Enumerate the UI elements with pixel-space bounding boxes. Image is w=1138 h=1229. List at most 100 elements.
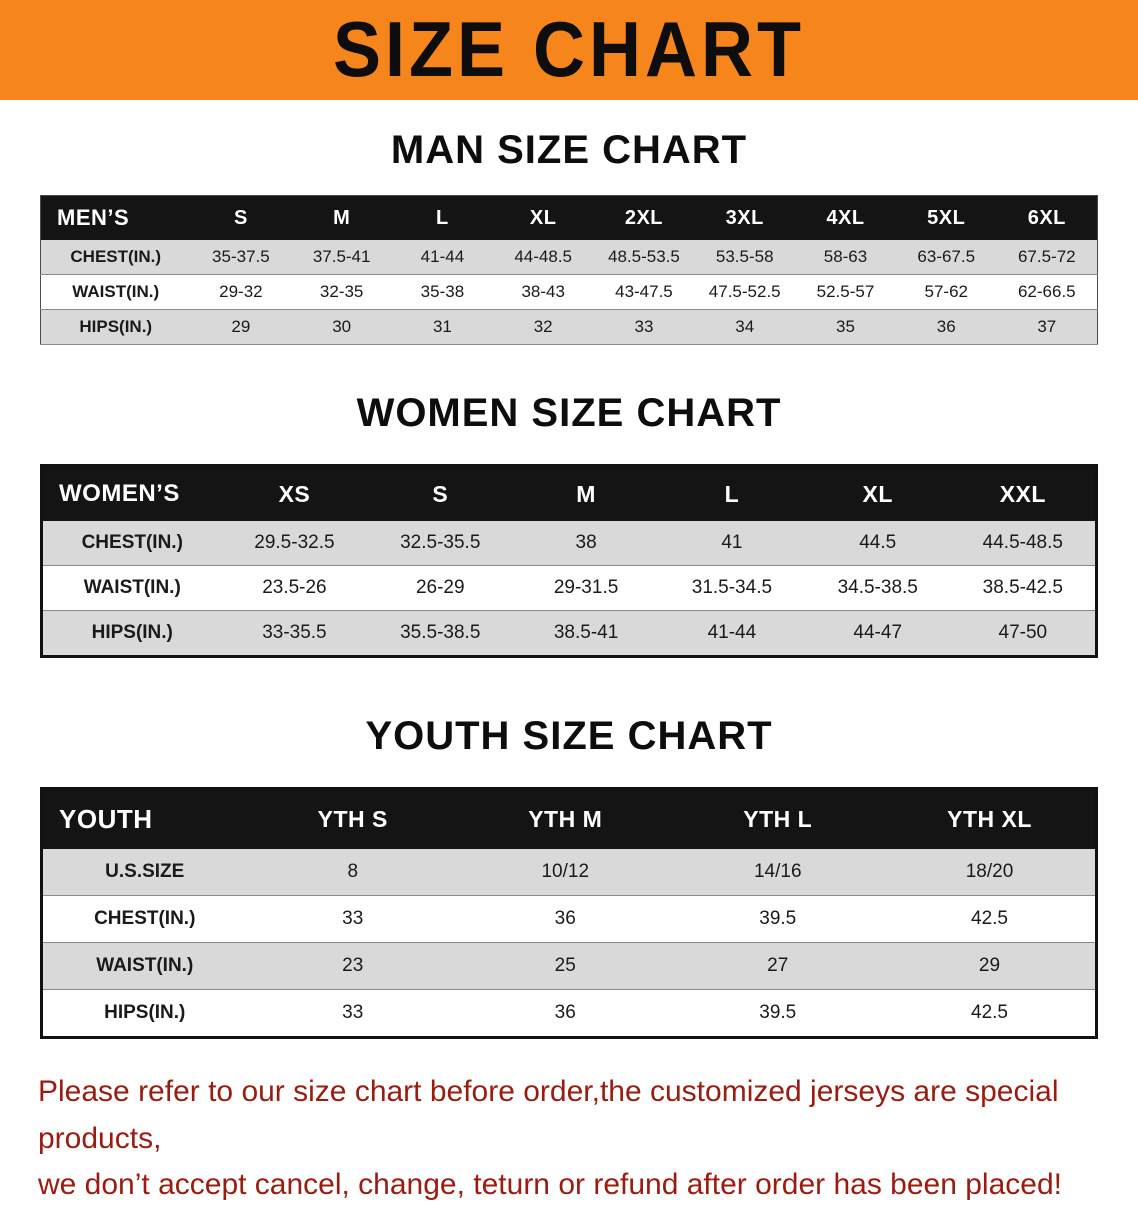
disclaimer-line-2: we don’t accept cancel, change, teturn o… (38, 1168, 1062, 1201)
table-cell: 44.5 (804, 521, 951, 566)
column-header: L (658, 465, 805, 521)
column-header: YTH S (246, 788, 459, 849)
table-cell: 41-44 (392, 240, 493, 275)
table-cell: 44-47 (804, 610, 951, 657)
column-header: 2XL (593, 195, 695, 240)
table-cell: 29 (190, 309, 292, 345)
table-cell: 37.5-41 (291, 240, 393, 275)
table-row: HIPS(IN.) 33-35.5 35.5-38.5 38.5-41 41-4… (41, 610, 1097, 657)
column-header: YTH XL (884, 788, 1097, 849)
table-cell: 35-38 (392, 274, 493, 310)
youth-section-heading: YOUTH SIZE CHART (365, 714, 773, 758)
table-cell: 29-31.5 (513, 565, 659, 611)
women-table-title-cell: WOMEN’S (41, 465, 222, 521)
table-cell: 26-29 (367, 565, 514, 611)
table-row: WAIST(IN.) 29-32 32-35 35-38 38-43 43-47… (40, 274, 1098, 310)
column-header: M (513, 465, 659, 521)
table-cell: 39.5 (671, 895, 884, 943)
table-row: HIPS(IN.) 33 36 39.5 42.5 (41, 989, 1097, 1038)
table-cell: 42.5 (884, 895, 1097, 943)
column-header: 4XL (795, 195, 896, 240)
table-cell: 23.5-26 (221, 565, 368, 611)
youth-header-row: YOUTH YTH S YTH M YTH L YTH XL (41, 788, 1097, 849)
men-size-table: MEN’S S M L XL 2XL 3XL 4XL 5XL 6XL CHEST… (40, 195, 1098, 345)
table-cell: 38.5-42.5 (950, 565, 1097, 611)
table-row: CHEST(IN.) 29.5-32.5 32.5-35.5 38 41 44.… (41, 521, 1097, 566)
column-header: M (291, 195, 393, 240)
disclaimer-text: Please refer to our size chart before or… (38, 1069, 1100, 1209)
table-row: U.S.SIZE 8 10/12 14/16 18/20 (41, 849, 1097, 896)
table-cell: 29-32 (190, 274, 292, 310)
column-header: L (392, 195, 493, 240)
page-title: SIZE CHART (333, 6, 805, 94)
table-cell: 29.5-32.5 (221, 521, 368, 566)
column-header: YTH L (671, 788, 884, 849)
table-cell: 47.5-52.5 (694, 274, 796, 310)
table-row: CHEST(IN.) 33 36 39.5 42.5 (41, 895, 1097, 943)
table-cell: 32 (492, 309, 594, 345)
table-row: CHEST(IN.) 35-37.5 37.5-41 41-44 44-48.5… (40, 240, 1098, 275)
men-table-title-cell: MEN’S (40, 195, 191, 240)
table-cell: 63-67.5 (895, 240, 997, 275)
table-cell: 35 (795, 309, 896, 345)
row-label: CHEST(IN.) (40, 240, 191, 275)
column-header: S (367, 465, 514, 521)
table-cell: 33 (593, 309, 695, 345)
women-header-row: WOMEN’S XS S M L XL XXL (41, 465, 1097, 521)
table-cell: 41-44 (658, 610, 805, 657)
table-cell: 33 (246, 989, 459, 1038)
youth-size-table: YOUTH YTH S YTH M YTH L YTH XL U.S.SIZE … (40, 787, 1098, 1039)
table-cell: 34.5-38.5 (804, 565, 951, 611)
row-label: U.S.SIZE (41, 849, 247, 896)
row-label: WAIST(IN.) (41, 942, 247, 990)
table-cell: 52.5-57 (795, 274, 896, 310)
table-cell: 47-50 (950, 610, 1097, 657)
table-cell: 14/16 (671, 849, 884, 896)
table-cell: 31 (392, 309, 493, 345)
table-cell: 62-66.5 (996, 274, 1098, 310)
table-cell: 58-63 (795, 240, 896, 275)
table-cell: 31.5-34.5 (658, 565, 805, 611)
table-cell: 53.5-58 (694, 240, 796, 275)
row-label: HIPS(IN.) (41, 989, 247, 1038)
women-section-heading: WOMEN SIZE CHART (356, 391, 782, 435)
table-cell: 10/12 (459, 849, 672, 896)
column-header: 5XL (895, 195, 997, 240)
table-cell: 18/20 (884, 849, 1097, 896)
table-cell: 30 (291, 309, 393, 345)
table-cell: 41 (658, 521, 805, 566)
table-cell: 38.5-41 (513, 610, 659, 657)
table-cell: 36 (459, 989, 672, 1038)
table-cell: 23 (246, 942, 459, 990)
table-cell: 43-47.5 (593, 274, 695, 310)
table-row: WAIST(IN.) 23 25 27 29 (41, 942, 1097, 990)
row-label: HIPS(IN.) (41, 610, 222, 657)
table-cell: 33 (246, 895, 459, 943)
table-cell: 36 (459, 895, 672, 943)
column-header: XXL (950, 465, 1097, 521)
column-header: S (190, 195, 292, 240)
table-cell: 32.5-35.5 (367, 521, 514, 566)
row-label: CHEST(IN.) (41, 521, 222, 566)
column-header: 3XL (694, 195, 796, 240)
size-chart-banner: SIZE CHART (0, 0, 1138, 100)
table-cell: 42.5 (884, 989, 1097, 1038)
table-cell: 35-37.5 (190, 240, 292, 275)
women-size-table: WOMEN’S XS S M L XL XXL CHEST(IN.) 29.5-… (40, 464, 1098, 658)
table-cell: 67.5-72 (996, 240, 1098, 275)
table-row: WAIST(IN.) 23.5-26 26-29 29-31.5 31.5-34… (41, 565, 1097, 611)
column-header: XS (221, 465, 368, 521)
row-label: WAIST(IN.) (40, 274, 191, 310)
table-cell: 25 (459, 942, 672, 990)
column-header: 6XL (996, 195, 1098, 240)
men-header-row: MEN’S S M L XL 2XL 3XL 4XL 5XL 6XL (40, 195, 1098, 240)
column-header: XL (804, 465, 951, 521)
table-cell: 27 (671, 942, 884, 990)
table-row: HIPS(IN.) 29 30 31 32 33 34 35 36 37 (40, 309, 1098, 345)
table-cell: 32-35 (291, 274, 393, 310)
table-cell: 39.5 (671, 989, 884, 1038)
table-cell: 34 (694, 309, 796, 345)
column-header: XL (492, 195, 594, 240)
table-cell: 37 (996, 309, 1098, 345)
